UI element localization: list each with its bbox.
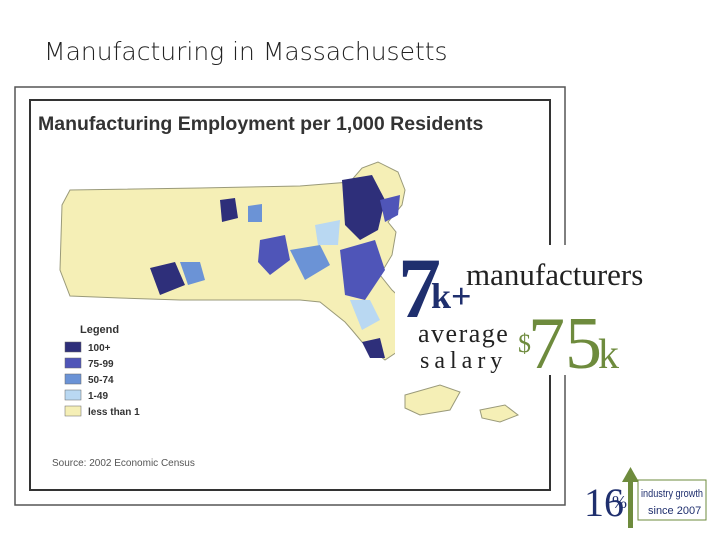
manufacturers-suffix: k+: [431, 276, 472, 316]
salary-label: salary: [420, 348, 507, 374]
legend-title: Legend: [80, 324, 119, 336]
growth-label: since 2007: [648, 505, 701, 517]
legend-swatch: [64, 357, 82, 369]
manufacturers-number: 7: [398, 240, 441, 336]
county: [258, 235, 290, 275]
salary-suffix: k: [598, 332, 619, 378]
county: [180, 262, 205, 285]
growth-arrow: [622, 467, 639, 528]
slide-title: Manufacturing in Massachusetts: [44, 37, 448, 66]
county: [290, 245, 330, 280]
county: [380, 195, 400, 222]
growth-label: industry growth: [641, 488, 703, 500]
manufacturers-label: manufacturers: [466, 257, 643, 292]
county: [248, 204, 262, 222]
island: [404, 384, 461, 416]
map-shape: [59, 161, 520, 423]
growth-unit: %: [612, 492, 627, 512]
legend: Legend 100+ 75-99 50-74 1-49 less than 1: [64, 324, 140, 418]
legend-label: 100+: [88, 343, 111, 354]
legend-swatch: [64, 405, 82, 417]
map-source: Source: 2002 Economic Census: [52, 458, 195, 469]
county: [362, 338, 385, 358]
stats-box: [395, 245, 640, 375]
county: [342, 175, 385, 240]
growth-box: [637, 479, 707, 521]
legend-swatch: [64, 389, 82, 401]
county: [220, 198, 238, 222]
arrow-shaft: [628, 480, 633, 528]
salary-label: average: [418, 319, 509, 348]
salary-currency: $: [518, 329, 531, 358]
county: [150, 262, 185, 295]
island: [479, 404, 520, 423]
legend-swatch: [64, 373, 82, 385]
arrow-head: [622, 467, 639, 482]
county: [315, 220, 340, 245]
county: [340, 240, 385, 300]
growth-number: 16: [584, 480, 624, 525]
map-title: Manufacturing Employment per 1,000 Resid…: [38, 113, 484, 135]
salary-number: 75: [528, 303, 602, 385]
legend-label: less than 1: [88, 407, 140, 418]
county: [350, 300, 380, 330]
legend-label: 75-99: [88, 359, 114, 370]
legend-label: 1-49: [88, 391, 108, 402]
legend-swatch: [64, 341, 82, 353]
legend-label: 50-74: [88, 375, 114, 386]
